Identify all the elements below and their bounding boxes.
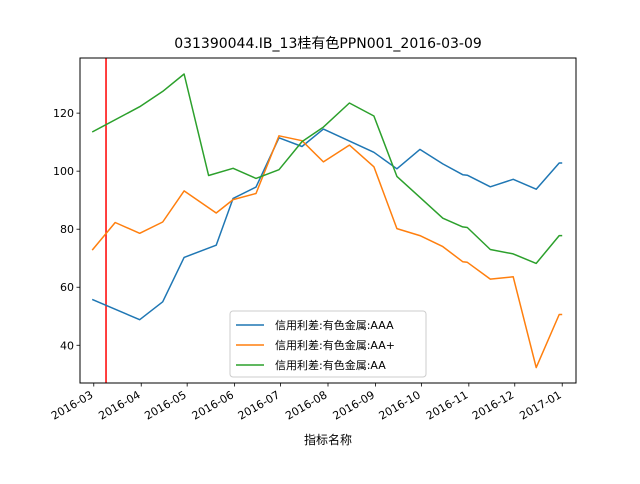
legend: 信用利差:有色金属:AAA 信用利差:有色金属:AA+ 信用利差:有色金属:AA [229, 310, 427, 378]
x-axis-label: 指标名称 [304, 432, 352, 447]
series-layer [91, 73, 563, 369]
y-axis: 40 60 80 100 120 [53, 107, 80, 352]
y-tick-label: 60 [60, 281, 74, 294]
chart-title: 031390044.IB_13桂有色PPN001_2016-03-09 [174, 35, 482, 52]
y-tick-label: 40 [60, 339, 74, 352]
series-line-3 [91, 73, 563, 265]
series-line-1 [91, 128, 563, 321]
y-tick-label: 100 [53, 165, 74, 178]
legend-box [229, 310, 427, 378]
y-tick-label: 120 [53, 107, 74, 120]
legend-label-2: 信用利差:有色金属:AA+ [275, 338, 395, 352]
series-line-2 [91, 135, 563, 369]
y-tick-label: 80 [60, 223, 74, 236]
legend-label-3: 信用利差:有色金属:AA [275, 358, 386, 372]
legend-label-1: 信用利差:有色金属:AAA [275, 318, 394, 332]
